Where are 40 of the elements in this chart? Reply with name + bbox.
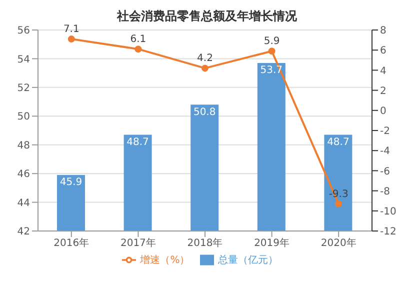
data-label: 48.7 (327, 136, 350, 148)
y-tick-label: 46 (17, 169, 30, 180)
y2-tick-label: -10 (380, 206, 396, 218)
legend-label: 增速（%） (140, 255, 190, 266)
data-label: 7.1 (63, 24, 80, 36)
y2-tick-label: -2 (380, 126, 390, 138)
y2-tick-label: 4 (380, 66, 386, 77)
y-tick-label: 52 (17, 82, 30, 94)
data-label: 4.2 (197, 53, 213, 64)
y2-tick-label: 0 (380, 106, 386, 117)
y-tick-label: 54 (17, 54, 30, 66)
y2-tick-label: 2 (380, 86, 386, 97)
data-label: 5.9 (264, 36, 280, 48)
x-tick-label: 2016年 (54, 237, 90, 250)
y-tick-label: 56 (17, 26, 30, 37)
x-tick-label: 2017年 (120, 237, 156, 250)
data-label: 48.7 (126, 136, 149, 148)
x-tick-label: 2019年 (254, 237, 290, 250)
y-tick-label: 44 (17, 198, 30, 209)
y2-tick-label: 6 (380, 46, 386, 57)
y2-tick-label: -6 (380, 166, 390, 178)
point (268, 48, 276, 55)
y2-tick-label: -8 (380, 186, 390, 198)
data-label: 50.8 (193, 106, 216, 118)
y2-tick-label: 8 (380, 26, 386, 37)
x-tick-label: 2020年 (320, 237, 356, 250)
y2-tick-label: -4 (380, 146, 390, 158)
y-tick-label: 48 (17, 140, 30, 152)
point (68, 36, 75, 43)
data-label: 45.9 (60, 177, 82, 188)
point (134, 46, 142, 53)
chart-title: 社会消费品零售总额及年增长情况 (116, 8, 298, 24)
point (202, 64, 208, 72)
legend-label: 总量（亿元） (218, 255, 278, 266)
y2-tick-label: -12 (380, 226, 396, 238)
y-tick-label: 50 (17, 112, 30, 123)
x-tick-label: 2018年 (187, 237, 223, 250)
data-label: 6.1 (130, 34, 146, 46)
point (335, 200, 342, 208)
y-tick-label: 42 (17, 226, 30, 238)
